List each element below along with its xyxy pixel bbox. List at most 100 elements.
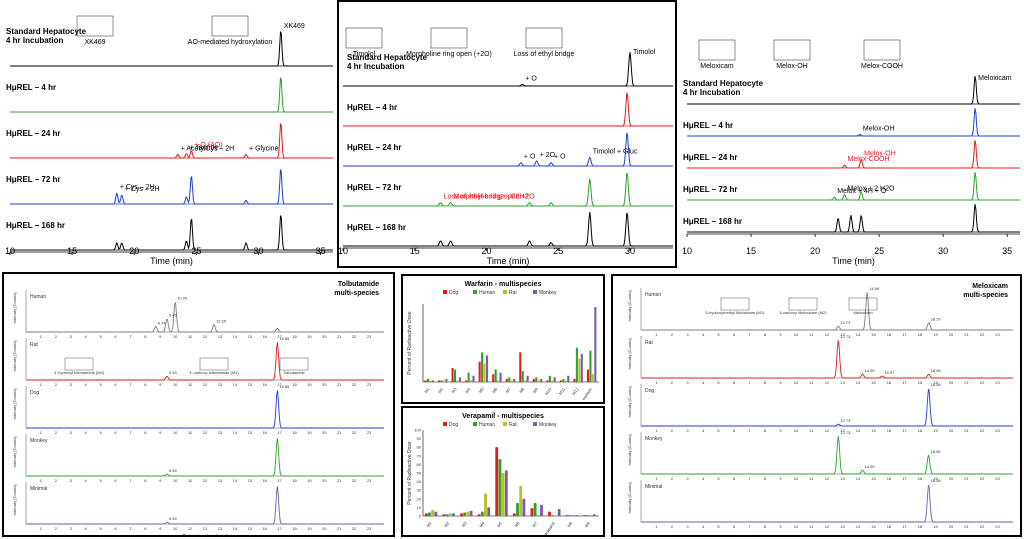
peak-annotation: + O (AO) (194, 142, 222, 149)
bar (466, 511, 470, 516)
x-tick-label: 4 (85, 382, 88, 387)
bar (424, 380, 427, 382)
x-tick-label: 2 (55, 526, 58, 531)
series-trace (10, 77, 333, 113)
x-tick-label: 4 (702, 428, 705, 433)
x-tick-label: 11 (809, 428, 814, 433)
peak-label: 14.59 (869, 286, 880, 291)
legend-label: Human (479, 290, 495, 296)
y-tick-label: 60 (417, 462, 422, 467)
x-tick-label: 17 (277, 526, 282, 531)
x-tick-label: M11 (558, 386, 567, 396)
x-tick-label: 20 (322, 334, 327, 339)
x-tick-label: 18 (292, 430, 297, 435)
x-tick-label: 1 (655, 524, 658, 529)
x-tick-label: 15 (871, 332, 876, 337)
x-tick-label: 12 (203, 334, 208, 339)
legend-swatch (473, 290, 477, 294)
x-tick-label: 21 (337, 430, 342, 435)
x-tick-label: 7 (129, 526, 132, 531)
x-tick-label: M1 (423, 386, 431, 394)
x-tick-label: 12 (825, 428, 830, 433)
structure-label: Meloxicam (853, 310, 873, 315)
series-label: HμREL – 4 hr (347, 103, 397, 112)
x-tick-label: 14 (856, 524, 861, 529)
x-tick-label: M12 (571, 386, 580, 396)
x-tick-label: 3 (686, 332, 689, 337)
x-tick-label: warfarin (581, 387, 593, 402)
x-tick-label: 30 (253, 246, 263, 256)
series-trace (343, 212, 673, 247)
x-tick-label: 18 (292, 382, 297, 387)
x-tick-label: 20 (129, 246, 139, 256)
verapamil-panel: Verapamil - multispecies Dog Human Rat Monke… (401, 406, 605, 537)
series-trace (641, 388, 1013, 427)
x-tick-label: 4 (85, 430, 88, 435)
x-tick-label: 25 (191, 246, 201, 256)
y-tick-label: 100 (414, 428, 421, 433)
peak-annotation: Timolol (633, 49, 656, 56)
x-tick-label: 6 (733, 524, 736, 529)
x-tick-label: 3 (70, 478, 73, 483)
chart-title: Warfarin - multispecies (465, 281, 542, 288)
x-tick-label: M10 (544, 386, 553, 396)
x-tick-label: 11 (188, 526, 193, 531)
series-trace (687, 108, 1020, 137)
x-axis-title: Time (min) (150, 256, 193, 266)
x-tick-label: 5 (99, 382, 102, 387)
peak-annotation: Melox-COOH (848, 156, 890, 163)
x-tick-label: 8 (764, 476, 767, 481)
x-tick-label: 2 (55, 382, 58, 387)
x-tick-label: 4 (85, 334, 88, 339)
x-tick-label: 2 (55, 334, 58, 339)
structure-icon (64, 357, 94, 371)
peak-label: 8.74 (158, 320, 167, 325)
meloxicam-ms-panel: Meloxicam multi-species Human Intensity [Co… (611, 274, 1022, 537)
structure-icon (863, 39, 901, 61)
x-tick-label: M6 (491, 386, 499, 394)
x-tick-label: 8 (144, 382, 147, 387)
x-tick-label: 17 (902, 428, 907, 433)
bar (429, 380, 432, 382)
x-tick-label: 15 (871, 380, 876, 385)
bar (508, 377, 511, 382)
x-tick-label: 20 (949, 524, 954, 529)
bar (575, 515, 579, 516)
x-tick-label: M5 (477, 386, 485, 394)
legend-label: Monkey (539, 422, 557, 428)
y-tick-label: 40 (417, 479, 422, 484)
series-label: 4 hr Incubation (6, 36, 63, 45)
x-tick-label: 4 (702, 476, 705, 481)
x-tick-label: M3 (450, 386, 458, 394)
bar (589, 515, 593, 516)
x-tick-label: 18 (918, 332, 923, 337)
bar (460, 513, 463, 516)
x-tick-label: 14 (233, 526, 238, 531)
bar (465, 380, 468, 382)
x-tick-label: 10 (173, 478, 178, 483)
x-tick-label: 2 (55, 478, 58, 483)
x-tick-label: 1 (40, 430, 43, 435)
x-tick-label: 13 (840, 428, 845, 433)
y-tick-label: 80 (417, 445, 422, 450)
x-tick-label: 13 (218, 334, 223, 339)
legend-swatch (473, 422, 477, 426)
x-tick-label: M7 (531, 520, 539, 528)
bar (452, 513, 455, 516)
bar (477, 514, 481, 516)
xk469-chart: XK469 AO-mediated hydroxylation Standard H… (5, 15, 333, 266)
x-tick-label: 9 (159, 334, 162, 339)
bar (483, 363, 486, 382)
x-tick-label: 19 (933, 332, 938, 337)
bar (559, 380, 562, 382)
peak-label: 16.85 (279, 384, 290, 389)
verapamil-chart: Verapamil - multispecies Dog Human Rat Monke… (407, 413, 599, 535)
legend-label: Rat (509, 422, 517, 428)
series-label: Monkey (645, 436, 663, 442)
xk469-panel: XK469 AO-mediated hydroxylation Standard H… (0, 0, 337, 268)
bar (426, 378, 429, 382)
bar (498, 459, 502, 516)
series-trace (687, 204, 1020, 233)
bar (445, 378, 448, 382)
